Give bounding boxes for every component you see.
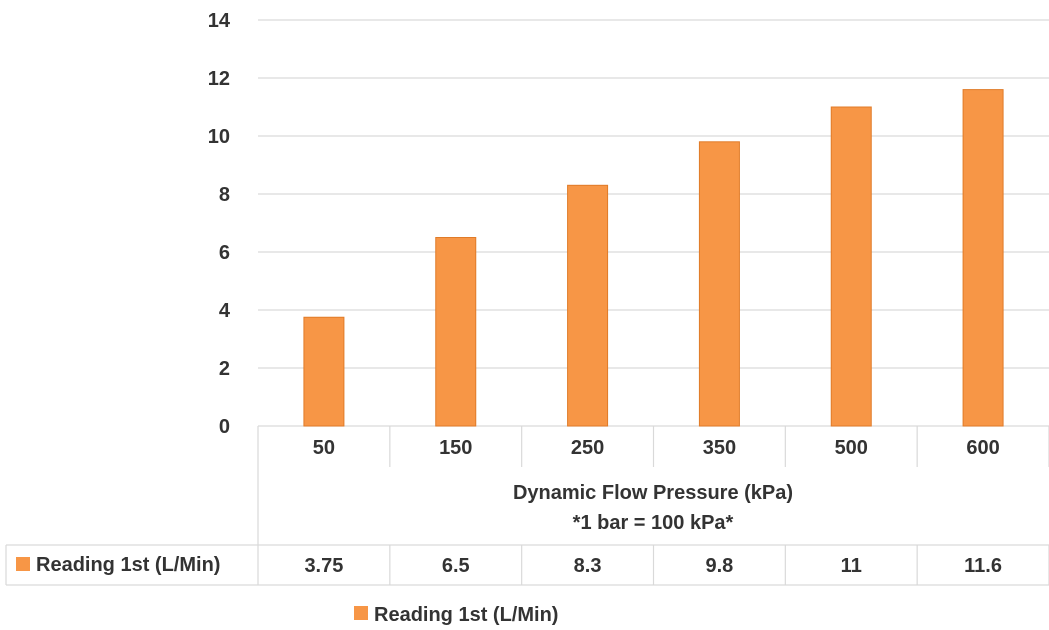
y-axis-ticks: 0 2 4 6 8 10 12 14: [208, 10, 231, 438]
x-category-label: 600: [966, 437, 999, 459]
legend-label: Reading 1st (L/Min): [374, 604, 558, 626]
y-tick-label: 14: [208, 10, 231, 32]
data-table-legend-key: [16, 557, 30, 571]
y-tick-label: 10: [208, 126, 230, 148]
y-tick-label: 2: [219, 358, 230, 380]
gridlines: [258, 19, 1049, 427]
data-table-value: 11: [841, 555, 862, 577]
bar: [303, 316, 345, 427]
y-tick-label: 12: [208, 68, 230, 90]
x-category-label: 250: [571, 437, 604, 459]
data-table-series-name: Reading 1st (L/Min): [36, 554, 220, 576]
bar: [567, 184, 609, 427]
legend-key: [354, 606, 368, 620]
x-axis-title-line-2: *1 bar = 100 kPa*: [573, 512, 734, 534]
data-table-grid: [5, 426, 1049, 586]
x-axis-title-line-1: Dynamic Flow Pressure (kPa): [513, 482, 793, 504]
y-tick-label: 4: [219, 300, 231, 322]
data-table-value: 3.75: [304, 555, 343, 577]
x-category-label: 500: [835, 437, 868, 459]
data-table-value: 11.6: [964, 555, 1002, 577]
bar: [698, 141, 740, 427]
data-table-value: 8.3: [574, 555, 602, 577]
data-table-values: 3.75 6.5 8.3 9.8 11 11.6: [304, 555, 1002, 577]
x-category-label: 150: [439, 437, 472, 459]
bar: [435, 237, 477, 427]
bars: [303, 89, 1004, 427]
x-category-label: 50: [313, 437, 335, 459]
data-table-row-header: Reading 1st (L/Min): [16, 554, 220, 576]
bar: [962, 89, 1004, 427]
y-tick-label: 8: [219, 184, 230, 206]
data-table-value: 6.5: [442, 555, 470, 577]
y-tick-label: 0: [219, 416, 230, 438]
legend: Reading 1st (L/Min): [354, 604, 558, 626]
x-category-label: 350: [703, 437, 736, 459]
y-tick-label: 6: [219, 242, 230, 264]
bar: [830, 106, 872, 427]
x-axis-categories: 50 150 250 350 500 600: [313, 437, 1000, 459]
data-table-value: 9.8: [706, 555, 734, 577]
